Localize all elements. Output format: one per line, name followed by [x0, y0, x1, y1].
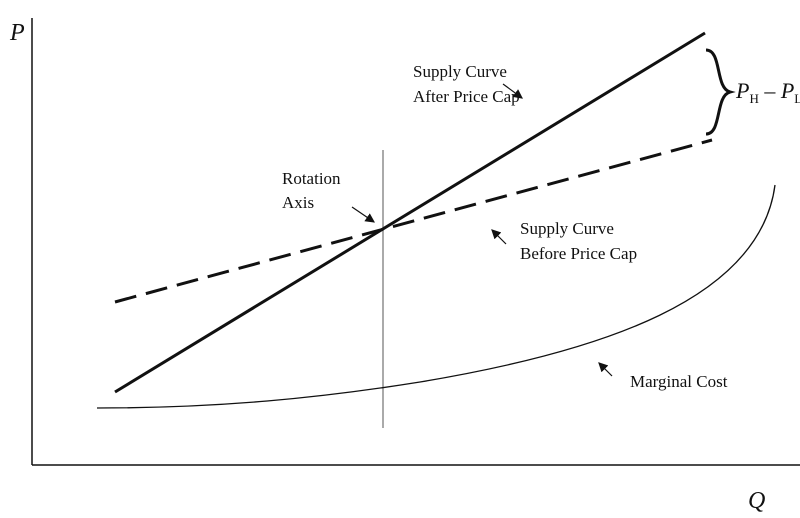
label-part: P — [735, 78, 749, 103]
annotation: Rotation — [282, 169, 341, 188]
label-part: L — [794, 91, 800, 106]
label-part: P — [780, 78, 794, 103]
arrow — [491, 229, 507, 245]
annotation: Before Price Cap — [520, 244, 637, 263]
label-part: – — [759, 78, 781, 103]
label-part: H — [749, 91, 758, 106]
supply-after-cap — [114, 31, 706, 394]
marginal-cost-curve — [96, 184, 776, 409]
brace — [705, 48, 736, 136]
bracket-label: PH – PL — [735, 78, 800, 106]
annotation: Supply Curve — [520, 219, 614, 238]
arrow — [598, 362, 613, 377]
annotation: Supply Curve — [413, 62, 507, 81]
y-axis-label: P — [9, 20, 25, 46]
arrow — [351, 206, 375, 223]
annotation: Marginal Cost — [630, 372, 728, 391]
supply-before-cap — [114, 138, 713, 304]
x-axis-label: Q — [748, 488, 765, 514]
annotation: After Price Cap — [413, 87, 520, 106]
arrow — [502, 83, 523, 99]
annotation: Axis — [282, 193, 314, 212]
